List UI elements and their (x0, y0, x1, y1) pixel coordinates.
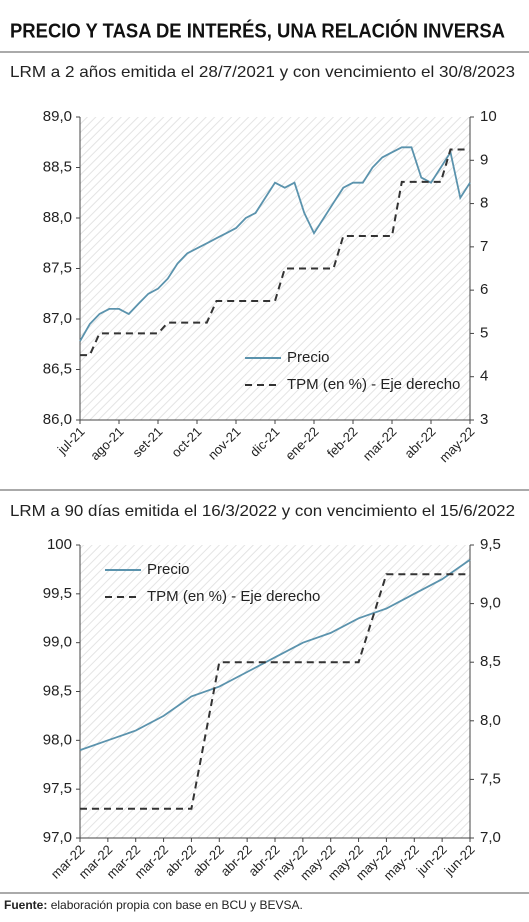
y-tick-label: 88,0 (43, 209, 72, 226)
legend-label: Precio (287, 349, 330, 366)
legend-label: Precio (147, 561, 190, 578)
series-line (80, 573, 470, 810)
source-label: Fuente: (4, 898, 47, 912)
y-tick-label: 100 (47, 536, 72, 553)
y-tick-label: 89,0 (43, 108, 72, 125)
x-tick-label: abr-22 (401, 424, 438, 461)
page-title: PRECIO Y TASA DE INTERÉS, UNA RELACIÓN I… (10, 18, 505, 42)
y-tick-label: 86,5 (43, 360, 72, 377)
y2-tick-label: 9 (480, 151, 488, 168)
x-tick-label: nov-21 (205, 424, 244, 463)
x-tick-label: oct-21 (168, 424, 204, 460)
series-line (79, 146, 471, 342)
y2-tick-label: 4 (480, 368, 488, 385)
plot-area (80, 117, 470, 420)
plot-area (80, 545, 470, 838)
x-tick-label: dic-21 (247, 424, 283, 460)
y2-tick-label: 9,0 (480, 595, 501, 612)
y-tick-label: 86,0 (43, 411, 72, 428)
y-tick-label: 88,5 (43, 158, 72, 175)
source-text: elaboración propia con base en BCU y BEV… (51, 898, 303, 912)
y2-tick-label: 3 (480, 411, 488, 428)
y2-tick-label: 6 (480, 281, 488, 298)
x-tick-label: may-22 (436, 424, 477, 465)
y2-tick-label: 10 (480, 108, 497, 125)
chart-subtitle: LRM a 90 días emitida el 16/3/2022 y con… (10, 503, 515, 520)
x-tick-label: set-21 (129, 424, 165, 460)
legend-label: TPM (en %) - Eje derecho (287, 376, 460, 393)
y-tick-label: 87,5 (43, 259, 72, 276)
x-tick-label: jun-22 (441, 842, 478, 879)
y-tick-label: 97,5 (43, 780, 72, 797)
y-tick-label: 87,0 (43, 310, 72, 327)
legend-label: TPM (en %) - Eje derecho (147, 588, 320, 605)
x-tick-label: feb-22 (324, 424, 361, 461)
y-tick-label: 98,0 (43, 731, 72, 748)
y-tick-label: 97,0 (43, 829, 72, 846)
source-note: Fuente: elaboración propia con base en B… (4, 898, 303, 912)
y2-tick-label: 8,5 (480, 653, 501, 670)
series-line (79, 558, 471, 751)
y2-tick-label: 7 (480, 238, 488, 255)
y2-tick-label: 8,0 (480, 712, 501, 729)
y2-tick-label: 8 (480, 195, 488, 212)
x-tick-label: ago-21 (87, 424, 126, 463)
y-tick-label: 98,5 (43, 682, 72, 699)
y2-tick-label: 7,0 (480, 829, 501, 846)
y2-tick-label: 5 (480, 324, 488, 341)
y2-tick-label: 9,5 (480, 536, 501, 553)
y-tick-label: 99,5 (43, 585, 72, 602)
x-tick-label: mar-22 (360, 424, 400, 464)
chart-subtitle: LRM a 2 años emitida el 28/7/2021 y con … (10, 64, 515, 81)
x-tick-label: jun-22 (413, 842, 450, 879)
y-tick-label: 99,0 (43, 634, 72, 651)
x-tick-label: ene-22 (282, 424, 321, 463)
x-tick-label: jul-21 (54, 424, 88, 458)
y2-tick-label: 7,5 (480, 770, 501, 787)
